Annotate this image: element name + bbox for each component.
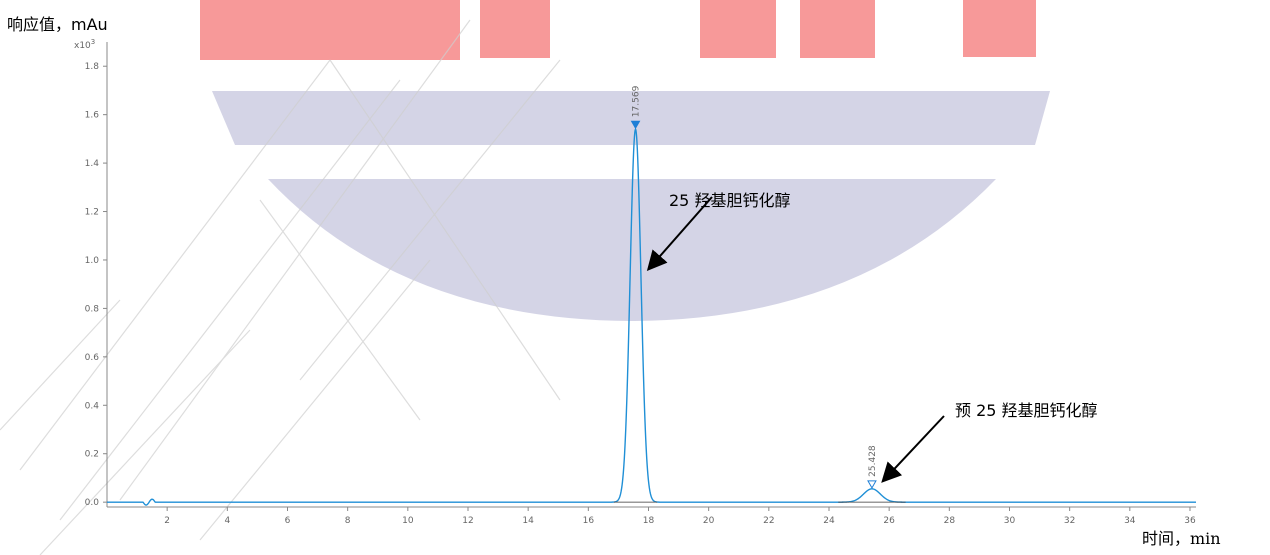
x-axis-label: 时间，min [1142, 529, 1221, 548]
y-axis-label: 响应值，mAu [7, 15, 108, 34]
x-axis-ticks: 2 4 6 8 10 12 14 16 18 20 22 24 26 28 30 32 34 36 [164, 507, 1196, 526]
arrow-to-main-peak [646, 196, 713, 272]
x-tick-label: 34 [1124, 516, 1136, 526]
peak-rt-label: 17.569 [632, 85, 642, 117]
x-tick-label: 14 [522, 516, 534, 526]
x-tick-label: 24 [823, 516, 835, 526]
x-tick-label: 36 [1184, 516, 1196, 526]
x-tick-label: 28 [944, 516, 956, 526]
x-tick-label: 20 [703, 516, 715, 526]
x-tick-label: 22 [763, 516, 774, 526]
x-tick-label: 4 [224, 516, 230, 526]
x-tick-label: 2 [164, 516, 170, 526]
x-tick-label: 30 [1004, 516, 1016, 526]
arrow-to-minor-peak [881, 415, 945, 483]
y-tick-label: 0.2 [85, 450, 99, 460]
x-tick-label: 32 [1064, 516, 1075, 526]
y-tick-label: 1.8 [85, 62, 100, 72]
y-tick-label: 1.2 [85, 208, 99, 218]
x-tick-label: 8 [345, 516, 351, 526]
y-axis-ticks: 0.0 0.2 0.4 0.6 0.8 1.0 1.2 1.4 1.6 1.8 [85, 62, 107, 508]
y-tick-label: 0.0 [85, 498, 100, 508]
scale-exponent: x103 [74, 38, 95, 51]
x-tick-label: 18 [643, 516, 655, 526]
annotation-arrows [646, 196, 945, 483]
y-tick-label: 0.8 [85, 304, 100, 314]
y-tick-label: 0.4 [85, 401, 100, 411]
x-tick-label: 6 [285, 516, 291, 526]
x-tick-label: 10 [402, 516, 414, 526]
y-tick-label: 1.4 [85, 159, 100, 169]
x-tick-label: 12 [462, 516, 473, 526]
series-line [107, 127, 1196, 506]
x-tick-label: 26 [883, 516, 895, 526]
peak-rt-label: 25.428 [868, 445, 878, 477]
x-tick-label: 16 [583, 516, 595, 526]
peak-marker [630, 120, 641, 130]
y-tick-label: 0.6 [85, 353, 100, 363]
annotation-label-pre-25-hydroxy: 预 25 羟基胆钙化醇 [955, 401, 1098, 420]
peak-markers: 17.569 25.428 [613, 85, 906, 503]
y-tick-label: 1.6 [85, 111, 100, 121]
axes [106, 42, 1196, 508]
y-tick-label: 1.0 [85, 256, 100, 266]
annotation-label-25-hydroxy: 25 羟基胆钙化醇 [669, 191, 791, 210]
peak-marker [867, 480, 877, 489]
